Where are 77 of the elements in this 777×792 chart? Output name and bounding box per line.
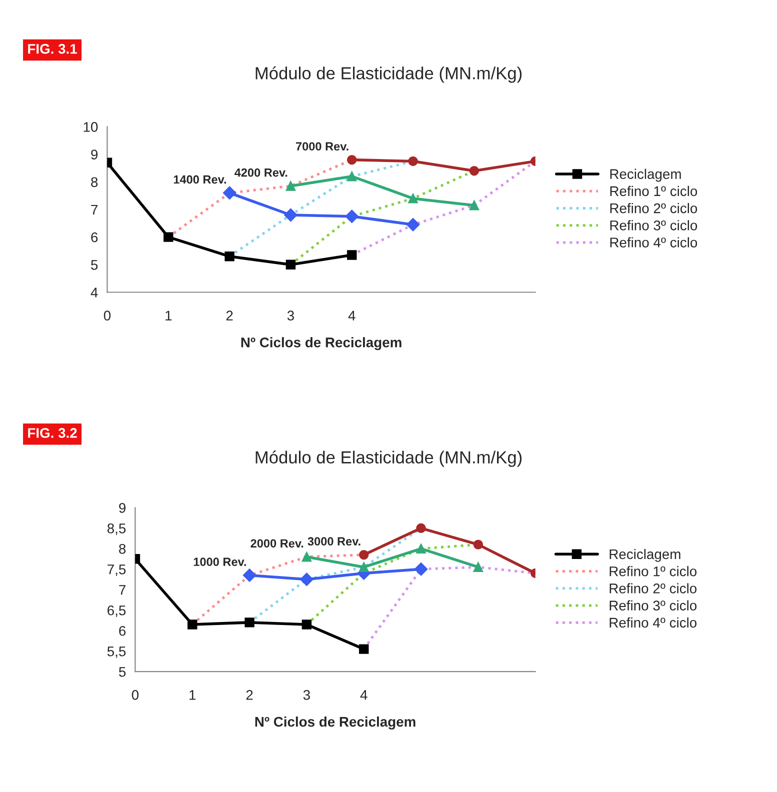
point (300, 572, 314, 586)
x-axis-title: Nº Ciclos de Reciclagem (241, 337, 402, 350)
chart-title: Módulo de Elasticidade (MN.m/Kg) (256, 66, 522, 83)
point (286, 181, 296, 191)
annotation: 1000 Rev. (194, 558, 246, 566)
annotation: 3000 Rev. (308, 537, 360, 546)
point (473, 540, 484, 550)
point (302, 552, 312, 562)
x-tick-label: 3 (303, 690, 310, 700)
point (302, 620, 312, 630)
y-tick-label: 8,5 (107, 524, 126, 535)
y-tick-label: 4 (90, 288, 98, 298)
x-tick-label: 2 (226, 310, 233, 320)
x-axis-title: Nº Ciclos de Reciclagem (255, 716, 416, 730)
point (188, 620, 198, 630)
x-tick-label: 2 (246, 690, 253, 700)
y-tick-label: 8 (91, 177, 98, 188)
x-tick-label: 3 (287, 310, 294, 321)
annotation: 1400 Rev. (174, 175, 226, 184)
point (286, 260, 296, 270)
legend-label: Reciclagem (610, 168, 681, 182)
point (222, 186, 236, 200)
y-tick-label: 5 (91, 260, 98, 270)
legend-label: Refino 1º ciclo (610, 566, 696, 576)
x-tick-label: 1 (190, 690, 196, 700)
point (345, 210, 358, 223)
y-tick-label: 7,5 (108, 564, 126, 576)
point (347, 172, 357, 182)
y-tick-label: 6 (91, 232, 98, 242)
point (469, 200, 480, 210)
point (358, 644, 369, 654)
annotation: 2000 Rev. (250, 539, 304, 548)
point (414, 562, 428, 576)
legend-label: Refino 3º ciclo (610, 220, 698, 230)
point (164, 232, 174, 242)
y-tick-label: 6 (119, 626, 126, 636)
point (416, 523, 426, 534)
x-tick-label: 0 (104, 310, 111, 321)
y-tick-label: 8 (119, 544, 126, 554)
y-tick-label: 7 (91, 204, 98, 215)
legend-label: Reciclagem (610, 548, 680, 562)
y-tick-label: 9 (119, 503, 126, 513)
x-tick-label: 0 (132, 690, 139, 700)
x-tick-label: 4 (348, 310, 356, 320)
legend-label: Refino 2º ciclo (610, 203, 698, 214)
point (347, 250, 357, 260)
x-tick-label: 1 (166, 310, 172, 320)
legend-label: Refino 4º ciclo (610, 617, 696, 628)
y-tick-label: 10 (84, 122, 98, 132)
point (416, 544, 426, 554)
point (358, 550, 369, 560)
point (358, 562, 369, 572)
x-tick-label: 4 (360, 690, 368, 700)
y-tick-label: 5 (119, 667, 126, 677)
point (408, 194, 418, 204)
legend-label: Refino 3º ciclo (610, 600, 696, 610)
y-tick-label: 9 (91, 150, 98, 160)
legend-label: Refino 1º ciclo (610, 186, 698, 196)
y-tick-label: 7 (119, 585, 126, 595)
point (347, 154, 357, 165)
annotation: 4200 Rev. (234, 168, 288, 177)
legend-label: Refino 2º ciclo (610, 583, 696, 594)
point (406, 218, 420, 232)
legend-label: Refino 4º ciclo (610, 237, 698, 248)
point (473, 562, 484, 572)
chart-title: Módulo de Elasticidade (MN.m/Kg) (256, 450, 522, 467)
point (224, 252, 234, 262)
annotation: 7000 Rev. (296, 142, 348, 151)
point (242, 568, 256, 582)
y-tick-label: 6,5 (108, 605, 126, 617)
point (469, 166, 480, 176)
y-tick-label: 5,5 (107, 646, 126, 658)
point (284, 208, 298, 222)
caption: FIG. 3.2 (28, 428, 77, 438)
point (244, 618, 254, 628)
point (408, 156, 418, 166)
caption: FIG. 3.1 (28, 44, 77, 54)
